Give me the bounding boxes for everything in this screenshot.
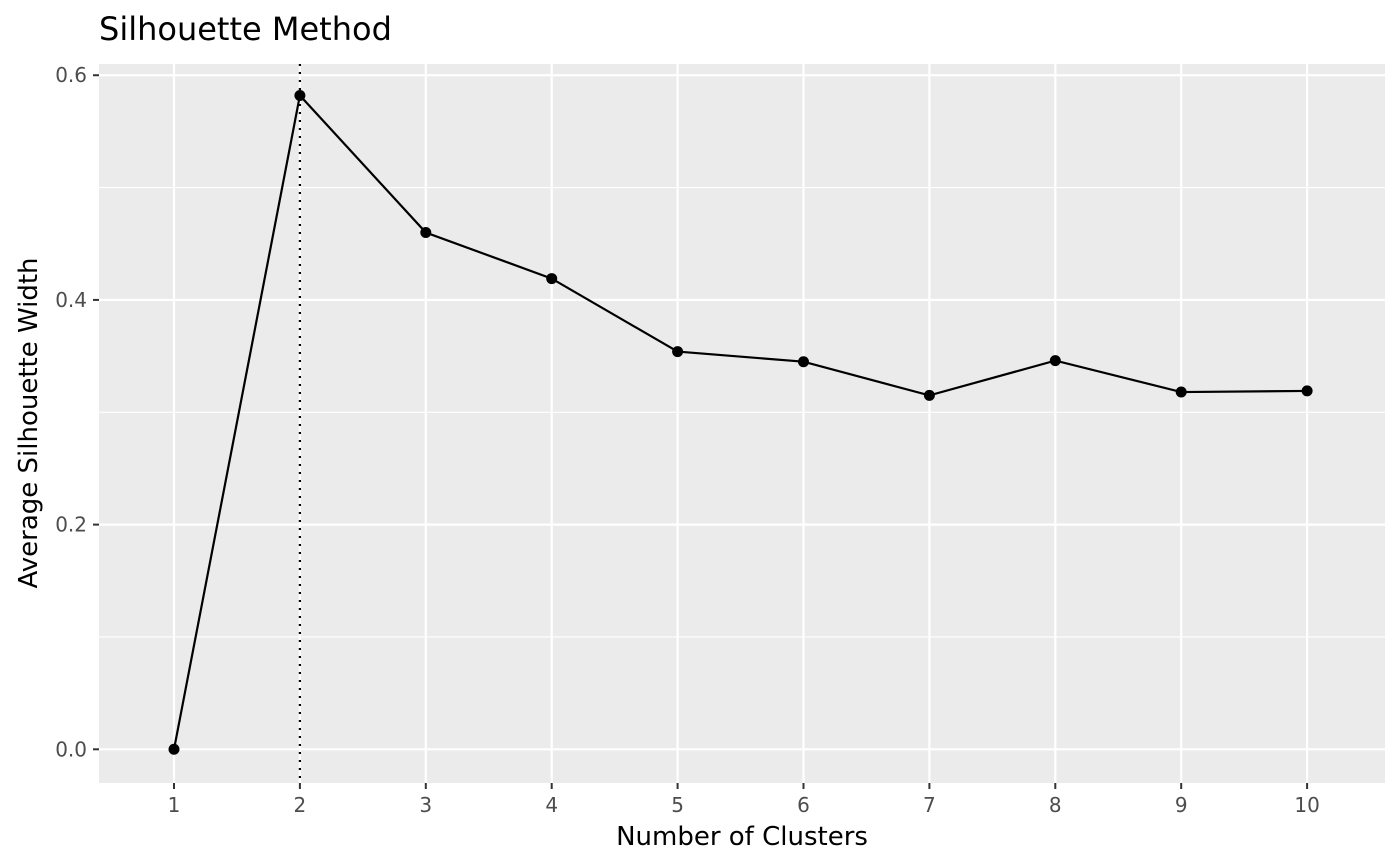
y-axis-title: Average Silhouette Width xyxy=(14,257,44,588)
x-tick-label: 3 xyxy=(419,793,432,817)
x-tick-label: 4 xyxy=(545,793,558,817)
y-axis-ticks: 0.0 0.2 0.4 0.6 xyxy=(55,63,99,761)
x-axis-title: Number of Clusters xyxy=(616,822,868,852)
silhouette-points xyxy=(168,89,1313,755)
data-point-k2 xyxy=(294,89,306,101)
minor-gridlines xyxy=(99,187,1385,638)
x-tick-label: 7 xyxy=(923,793,936,817)
y-tick-label: 0.6 xyxy=(55,63,87,87)
x-tick-label: 5 xyxy=(671,793,684,817)
data-point-k7 xyxy=(923,389,935,401)
silhouette-series-line xyxy=(172,93,1308,750)
data-point-k6 xyxy=(798,356,809,368)
data-point-k1 xyxy=(168,743,180,755)
x-tick-label: 6 xyxy=(797,793,810,817)
plot-panel xyxy=(99,64,1385,783)
data-point-k8 xyxy=(1049,355,1061,367)
y-tick-label: 0.4 xyxy=(55,288,87,312)
y-tick-label: 0.2 xyxy=(55,513,87,537)
data-point-k3 xyxy=(420,227,432,239)
x-tick-label: 8 xyxy=(1049,793,1062,817)
data-point-k9 xyxy=(1175,386,1187,398)
data-point-k4 xyxy=(546,273,558,285)
x-axis-ticks: 1 2 3 4 5 6 7 8 9 10 xyxy=(168,783,1320,817)
x-tick-label: 9 xyxy=(1175,793,1188,817)
chart-title: Silhouette Method xyxy=(99,10,392,48)
data-point-k5 xyxy=(672,346,684,358)
y-tick-label: 0.0 xyxy=(55,737,87,761)
x-tick-label: 1 xyxy=(168,793,181,817)
major-gridlines xyxy=(99,64,1385,783)
data-point-k10 xyxy=(1301,385,1313,397)
x-tick-label: 2 xyxy=(294,793,307,817)
x-tick-label: 10 xyxy=(1294,793,1319,817)
